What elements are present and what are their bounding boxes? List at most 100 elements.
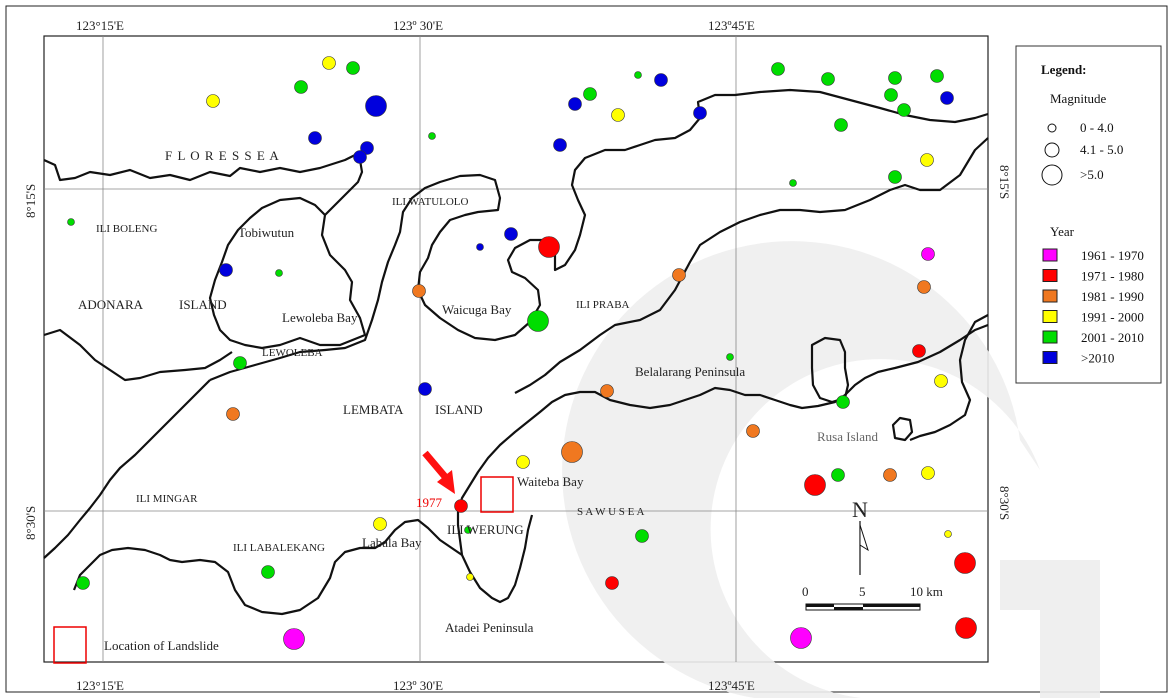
ili-werung-coast	[72, 518, 463, 616]
flores-sea-label: F L O R E S S E A	[165, 148, 280, 163]
earthquake-point	[944, 530, 952, 538]
year-swatch-5	[1042, 351, 1058, 364]
earthquake-point	[516, 455, 530, 469]
earthquake-point	[538, 236, 560, 258]
right-lat-1: 8°15'S	[997, 165, 1012, 199]
mag-medium-label: 4.1 - 5.0	[1080, 142, 1123, 157]
earthquake-point	[940, 91, 954, 105]
earthquake-point	[418, 382, 432, 396]
earthquake-point	[746, 424, 760, 438]
earthquake-point	[635, 529, 649, 543]
earthquake-point	[821, 72, 835, 86]
earthquake-point	[789, 179, 797, 187]
earthquake-point	[834, 118, 848, 132]
lembata-east-coast	[514, 137, 989, 394]
earthquake-point	[888, 170, 902, 184]
year-swatch-2	[1042, 289, 1058, 303]
earthquake-point	[920, 153, 934, 167]
earthquake-point	[365, 95, 387, 117]
earthquake-point	[921, 247, 935, 261]
mag-small-symbol	[1047, 123, 1057, 133]
earthquake-point	[275, 269, 283, 277]
earthquake-point	[233, 356, 247, 370]
earthquake-point	[76, 576, 90, 590]
earthquake-point	[527, 310, 549, 332]
small-islet	[891, 416, 914, 442]
earthquake-point	[67, 218, 75, 226]
sawu-sea-label: S A W U S E A	[577, 506, 645, 518]
earthquake-point	[353, 150, 367, 164]
earthquake-point	[504, 227, 518, 241]
earthquake-point	[883, 468, 897, 482]
earthquake-point	[634, 71, 642, 79]
mag-large-label: >5.0	[1080, 167, 1104, 182]
ili-boleng-label: ILI BOLENG	[96, 223, 157, 235]
legend-box	[1015, 45, 1162, 384]
right-lat-2: 8°30'S	[997, 486, 1012, 520]
earthquake-point	[583, 87, 597, 101]
earthquake-point	[454, 499, 468, 513]
adonara-label: ADONARA	[78, 297, 144, 312]
labala-bay-label: Labala Bay	[362, 535, 422, 550]
earthquake-point	[934, 374, 948, 388]
arrow-1977	[422, 450, 455, 494]
earthquake-point	[261, 565, 275, 579]
year-swatch-1	[1042, 269, 1058, 282]
scale-tick-10: 10 km	[910, 584, 943, 599]
north-label: N	[852, 497, 868, 522]
top-lon-1: 123°15'E	[76, 18, 124, 33]
north-arrow: N	[852, 497, 869, 575]
place-labels: F L O R E S S E A S A W U S E A ILI BOLE…	[78, 148, 879, 653]
lembata-west-coast	[43, 379, 211, 559]
waiteba-bay-label: Waiteba Bay	[517, 474, 584, 489]
waicuga-bay-label: Waicuga Bay	[442, 302, 512, 317]
year-swatch-4	[1042, 330, 1058, 344]
earthquake-point	[476, 243, 484, 251]
lewoleba-label: LEWOLEBA	[262, 347, 323, 359]
atadei-coast	[461, 514, 534, 604]
scale-bar: 0 5 10 km	[802, 584, 943, 611]
earthquake-point	[790, 627, 812, 649]
ili-praba-label: ILI PRABA	[576, 299, 630, 311]
earthquake-point	[611, 108, 625, 122]
lembata-island-label: ISLAND	[435, 402, 483, 417]
lembata-label: LEMBATA	[343, 402, 404, 417]
ili-watulolo-label: ILI WATULOLO	[392, 196, 469, 208]
bottom-lon-3: 123º45'E	[708, 678, 755, 693]
graticule	[44, 36, 988, 662]
earthquake-point	[888, 71, 902, 85]
earthquake-point	[693, 106, 707, 120]
lembata-south-coast	[456, 323, 989, 556]
earthquake-point	[954, 552, 976, 574]
earthquake-point	[930, 69, 944, 83]
mag-medium-symbol	[1044, 142, 1060, 158]
earthquake-point	[206, 94, 220, 108]
ili-werung-label: ILI WERUNG	[447, 522, 524, 537]
earthquake-point	[360, 141, 374, 155]
rusa-island-coast	[810, 336, 850, 404]
earthquake-point	[464, 526, 472, 534]
adonara-south-coast	[43, 328, 233, 382]
year-swatch-label-2: 1981 - 1990	[1081, 289, 1144, 304]
year-swatch-label-5: >2010	[1081, 351, 1114, 366]
earthquake-point	[771, 62, 785, 76]
top-lon-3: 123º45'E	[708, 18, 755, 33]
year-swatch-0	[1042, 248, 1058, 262]
bottom-lon-1: 123°15'E	[76, 678, 124, 693]
mag-small-label: 0 - 4.0	[1080, 120, 1114, 135]
tobiwutun-label: Tobiwutun	[238, 225, 295, 240]
earthquake-point	[917, 280, 931, 294]
bottom-lon-2: 123º 30'E	[393, 678, 443, 693]
year-swatch-label-1: 1971 - 1980	[1081, 269, 1144, 284]
ili-labalekang-label: ILI LABALEKANG	[233, 542, 325, 554]
earthquake-point	[605, 576, 619, 590]
earthquake-point	[308, 131, 322, 145]
coordinate-labels: 123°15'E 123º 30'E 123º45'E 123°15'E 123…	[23, 18, 1012, 693]
earthquake-point	[654, 73, 668, 87]
earthquake-point	[412, 284, 426, 298]
year-swatch-3	[1042, 310, 1058, 323]
year-swatch-label-3: 1991 - 2000	[1081, 310, 1144, 325]
earthquake-point	[428, 132, 436, 140]
earthquake-point	[955, 617, 977, 639]
